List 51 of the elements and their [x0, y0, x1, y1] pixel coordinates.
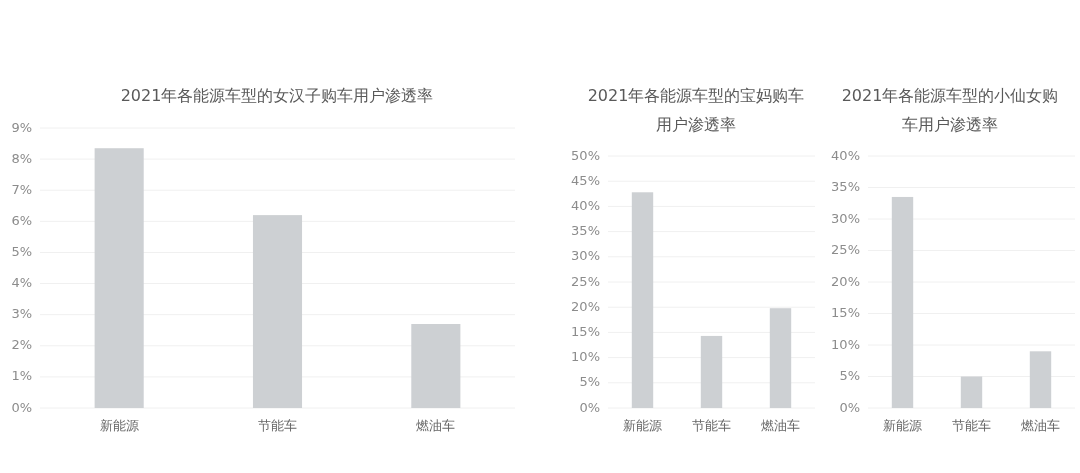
y-tick-label: 45%: [571, 172, 600, 188]
y-tick-label: 15%: [571, 323, 600, 339]
bar: [700, 335, 723, 408]
bar: [891, 196, 914, 408]
chart-title: 2021年各能源车型的小仙女购车用户渗透率: [841, 86, 1059, 134]
x-tick-label: 燃油车: [761, 418, 800, 433]
bar: [411, 324, 461, 408]
chart-title: 2021年各能源车型的女汉子购车用户渗透率: [120, 86, 434, 105]
y-tick-label: 40%: [831, 147, 860, 163]
x-tick-label: 节能车: [258, 418, 297, 433]
y-tick-label: 20%: [831, 273, 860, 289]
y-tick-label: 15%: [831, 305, 860, 320]
y-tick-label: 50%: [571, 147, 600, 163]
y-tick-label: 0%: [579, 399, 600, 415]
y-tick-label: 3%: [11, 306, 32, 322]
bar: [1029, 351, 1052, 408]
y-tick-label: 25%: [831, 242, 860, 257]
bar: [94, 148, 144, 408]
bar: [769, 308, 792, 408]
y-tick-label: 6%: [11, 212, 32, 228]
y-tick-label: 20%: [571, 298, 600, 314]
y-tick-label: 5%: [579, 374, 600, 390]
y-tick-label: 1%: [11, 368, 32, 384]
y-tick-label: 0%: [839, 399, 860, 415]
y-tick-label: 5%: [839, 368, 860, 383]
y-tick-label: 35%: [831, 179, 860, 194]
x-tick-label: 燃油车: [1021, 418, 1060, 433]
x-tick-label: 新能源: [99, 418, 139, 433]
x-tick-label: 节能车: [692, 418, 731, 433]
chart-title: 2021年各能源车型的宝妈购车用户渗透率: [587, 86, 805, 134]
x-tick-label: 燃油车: [416, 418, 456, 433]
x-tick-label: 新能源: [883, 418, 922, 433]
y-tick-label: 30%: [831, 210, 860, 226]
x-tick-label: 新能源: [623, 418, 662, 433]
bar: [960, 376, 983, 408]
x-tick-label: 节能车: [952, 418, 991, 433]
y-tick-label: 25%: [571, 273, 600, 289]
y-tick-label: 9%: [11, 119, 32, 135]
bar: [252, 215, 303, 408]
y-tick-label: 2%: [11, 337, 32, 353]
y-tick-label: 5%: [11, 243, 32, 259]
y-tick-label: 40%: [571, 197, 600, 213]
y-tick-label: 7%: [11, 181, 32, 197]
y-tick-label: 4%: [11, 275, 32, 291]
y-tick-label: 8%: [11, 150, 32, 166]
y-tick-label: 10%: [831, 336, 860, 352]
y-tick-label: 0%: [11, 399, 32, 415]
y-tick-label: 30%: [571, 248, 600, 264]
y-tick-label: 35%: [571, 223, 600, 239]
y-tick-label: 10%: [571, 349, 600, 365]
bar: [631, 192, 654, 408]
